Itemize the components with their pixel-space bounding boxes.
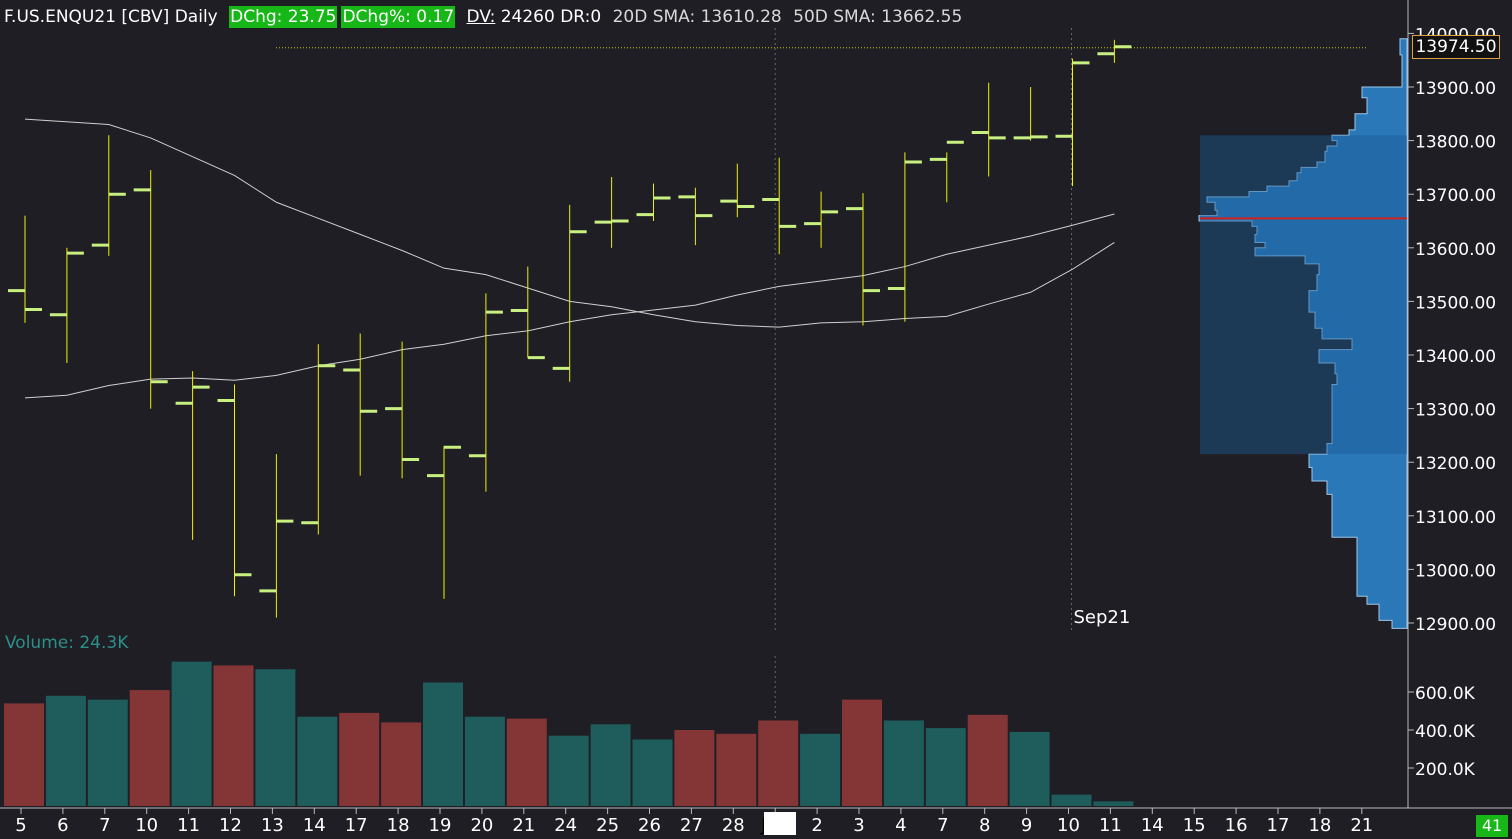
date-label: 28 (722, 815, 745, 836)
volume-bar (967, 714, 1008, 806)
date-label: 16 (1225, 815, 1248, 836)
date-label: 12 (219, 815, 242, 836)
sma20-label: 20D SMA: 13610.28 (612, 7, 782, 27)
dchg-badge: DChg: 23.75 (229, 6, 338, 28)
dr-label: DR:0 (560, 7, 602, 27)
last-price-label: 13974.50 (1412, 35, 1500, 59)
date-label: 5 (15, 815, 26, 836)
price-tick-label: 13000.00 (1415, 561, 1496, 581)
volume-bar (548, 735, 589, 806)
volume-bar (506, 718, 547, 806)
date-label: 24 (554, 815, 577, 836)
volume-bar (1009, 731, 1050, 806)
date-label: 21 (1350, 815, 1373, 836)
corner-badge[interactable]: 41 (1476, 815, 1508, 837)
volume-bar (381, 722, 422, 806)
volume-bar (87, 699, 128, 806)
volume-bar (1051, 794, 1092, 806)
volume-bar (171, 661, 212, 806)
date-label: 18 (1308, 815, 1331, 836)
date-label: 8 (979, 815, 990, 836)
price-tick-label: 13600.00 (1415, 240, 1496, 260)
date-label: 15 (1183, 815, 1206, 836)
price-tick-label: 13700.00 (1415, 186, 1496, 206)
price-tick-label: 13300.00 (1415, 401, 1496, 421)
chart-header: F.US.ENQU21 [CBV] Daily DChg: 23.75 DChg%… (4, 6, 962, 28)
volume-bar (1093, 801, 1134, 806)
date-label: 4 (895, 815, 906, 836)
date-label: 2 (811, 815, 822, 836)
volume-tick-label: 600.0K (1415, 684, 1476, 704)
date-label: 11 (177, 815, 200, 836)
date-label: 27 (680, 815, 703, 836)
date-label: 17 (1267, 815, 1290, 836)
date-label: 10 (135, 815, 158, 836)
volume-bar (632, 739, 673, 806)
volume-bar (758, 720, 799, 806)
volume-tick-label: 400.0K (1415, 722, 1476, 742)
volume-bar (800, 733, 841, 806)
date-label: 17 (345, 815, 368, 836)
dchg-pct-badge: DChg%: 0.17 (341, 6, 456, 28)
volume-bar (297, 716, 338, 806)
date-label: 7 (99, 815, 110, 836)
date-label: 11 (1099, 815, 1122, 836)
date-label: 14 (1141, 815, 1164, 836)
volume-bar (213, 665, 254, 806)
volume-bar (4, 703, 44, 806)
date-label: 25 (596, 815, 619, 836)
volume-profile (1198, 38, 1408, 629)
volume-bar (716, 733, 757, 806)
date-label: 13 (261, 815, 284, 836)
date-label: 19 (429, 815, 452, 836)
date-label: 14 (303, 815, 326, 836)
price-tick-label: 13200.00 (1415, 454, 1496, 474)
volume-bar (464, 716, 505, 806)
month-marker-box (764, 812, 796, 835)
date-label: 7 (937, 815, 948, 836)
price-tick-label: 13900.00 (1415, 79, 1496, 99)
value-area-shade (1200, 135, 1407, 455)
volume-tick-label: 200.0K (1415, 760, 1476, 780)
price-tick-label: 13500.00 (1415, 293, 1496, 313)
date-label: 18 (387, 815, 410, 836)
date-label: 20 (470, 815, 493, 836)
price-tick-label: 13800.00 (1415, 133, 1496, 153)
dv-value: 24260 (500, 7, 555, 27)
volume-bar (674, 730, 715, 806)
price-tick-label: 13400.00 (1415, 347, 1496, 367)
volume-bar (339, 712, 380, 806)
volume-bar (423, 682, 463, 806)
volume-bar (129, 690, 170, 806)
volume-label: Volume: 24.3K (5, 633, 129, 653)
date-label: 10 (1057, 815, 1080, 836)
volume-bar (590, 724, 631, 806)
sma_a-line (24, 118, 1115, 328)
date-label: 3 (853, 815, 864, 836)
volume-bar (842, 699, 882, 806)
sma50-label: 50D SMA: 13662.55 (793, 7, 963, 27)
date-label: 21 (512, 815, 535, 836)
price-tick-label: 13100.00 (1415, 508, 1496, 528)
date-label: 26 (638, 815, 661, 836)
date-label: 9 (1021, 815, 1032, 836)
volume-bar (925, 728, 966, 806)
price-tick-label: 12900.00 (1415, 615, 1496, 635)
dv-label: DV: (466, 7, 496, 27)
volume-bar (255, 669, 296, 806)
volume-bar (45, 695, 86, 806)
date-label: 6 (57, 815, 68, 836)
symbol-label: F.US.ENQU21 [CBV] Daily (4, 7, 218, 27)
contract-marker-label: Sep21 (1074, 607, 1131, 628)
volume-bar (883, 720, 924, 806)
